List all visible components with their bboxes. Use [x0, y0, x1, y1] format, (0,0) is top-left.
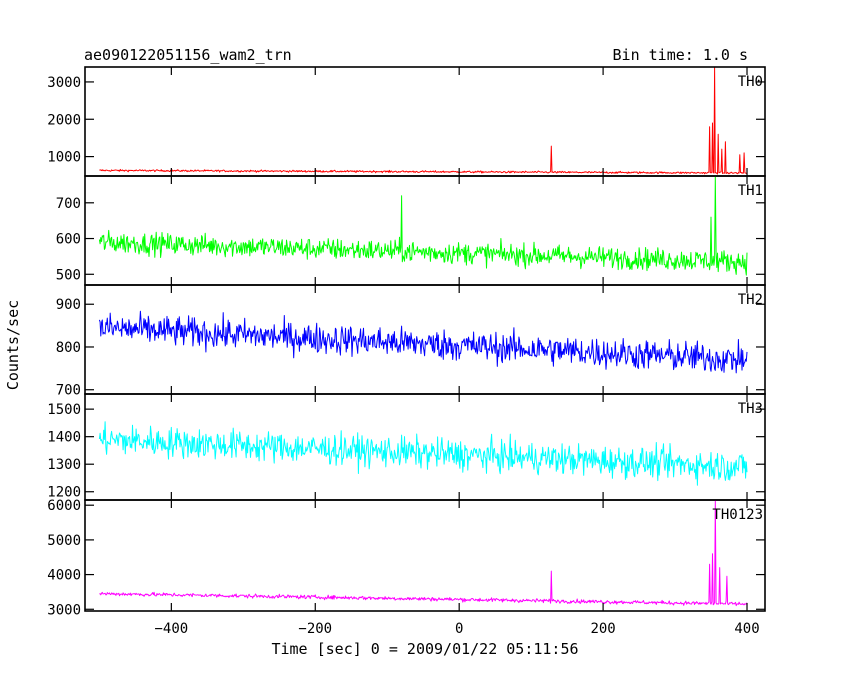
y-tick-label-th1: 700 [56, 196, 81, 212]
chart-title-left: ae090122051156_wam2_trn [84, 46, 292, 64]
x-tick-label: −400 [154, 621, 188, 637]
y-tick-label-th3: 1500 [47, 402, 81, 418]
y-tick-label-th0123: 6000 [47, 498, 81, 514]
y-tick-label-th0: 1000 [47, 150, 81, 166]
panel-frame-th1 [84, 175, 766, 286]
y-tick-label-th0: 3000 [47, 75, 81, 91]
x-axis-label: Time [sec] 0 = 2009/01/22 05:11:56 [271, 640, 578, 658]
x-tick-label: −200 [298, 621, 332, 637]
series-line-th1 [98, 175, 748, 276]
x-tick-label: 400 [734, 621, 759, 637]
y-tick-label-th2: 900 [56, 297, 81, 313]
panel-label-th1: TH1 [738, 183, 763, 199]
panel-label-th3: TH3 [738, 401, 763, 417]
series-line-th3 [98, 421, 748, 486]
series-line-th0 [99, 66, 748, 175]
y-tick-label-th1: 500 [56, 267, 81, 283]
x-tick-label: 0 [455, 621, 463, 637]
y-tick-label-th3: 1200 [47, 485, 81, 501]
panels-group: TH0100020003000TH1500600700TH2700800900T… [47, 66, 766, 637]
y-tick-label-th3: 1300 [47, 457, 81, 473]
y-axis-label: Counts/sec [4, 300, 22, 390]
y-tick-label-th1: 600 [56, 232, 81, 248]
panel-label-th2: TH2 [738, 292, 763, 308]
y-tick-label-th0123: 5000 [47, 533, 81, 549]
panel-frame-th0123 [84, 499, 766, 612]
series-line-th2 [98, 310, 748, 374]
panel-frame-th2 [84, 284, 766, 395]
y-tick-label-th0123: 3000 [47, 602, 81, 618]
panel-frame-th0 [84, 66, 766, 177]
y-tick-label-th0123: 4000 [47, 568, 81, 584]
y-tick-label-th2: 800 [56, 340, 81, 356]
panel-label-th0: TH0 [738, 74, 763, 90]
y-tick-label-th0: 2000 [47, 112, 81, 128]
y-tick-label-th3: 1400 [47, 430, 81, 446]
panel-label-th0123: TH0123 [712, 507, 763, 523]
chart-title-bin-time: Bin time: 1.0 s [613, 46, 748, 64]
y-tick-label-th2: 700 [56, 383, 81, 399]
series-line-th0123 [99, 499, 748, 607]
x-tick-label: 200 [590, 621, 615, 637]
